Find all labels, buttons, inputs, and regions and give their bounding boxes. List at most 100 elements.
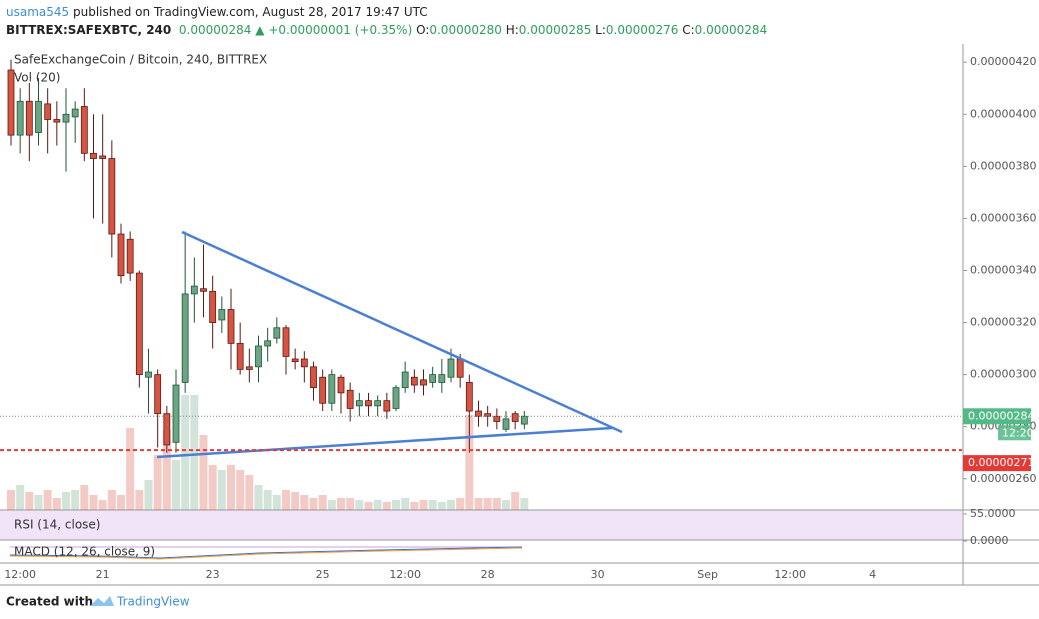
volume-bar [245,475,254,510]
candle-body [218,309,226,321]
volume-bar [502,500,510,510]
candle-body [163,413,171,446]
volume-bar [364,502,373,510]
ohlc-value: 0.00000284 [694,23,768,37]
volume-bar [153,455,162,510]
candle-body [44,103,52,120]
volume-bar [437,502,446,510]
ohlc: O:0.00000280 H:0.00000285 L:0.00000276 C… [416,23,767,37]
ohlc-key: L: [595,23,606,37]
ohlc-value: 0.00000276 [605,23,679,37]
candle-body [35,100,42,133]
volume-bar [492,498,501,510]
ohlc-value: 0.00000285 [518,23,592,37]
volume-bar [117,495,125,510]
volume-bar [327,500,336,510]
volume-bar [135,490,144,510]
volume-bar [7,490,15,510]
ohlc-key: C: [682,23,695,37]
volume-bar [355,500,364,510]
rsi-band [0,510,962,540]
logo[interactable] [90,596,114,606]
volume-bar [447,500,455,510]
signal-line [9,547,523,560]
volume-bar [465,415,474,510]
trend-line[interactable] [181,230,623,434]
candle-body [282,327,290,357]
candle-body [227,309,235,344]
macd-line [9,546,523,559]
volume-bar [382,502,391,510]
y-tick-label: 0.00000360 [970,211,1036,224]
candle-body [108,158,116,235]
volume-bar [172,460,180,510]
ohlc-key: O: [416,23,430,37]
volume-bar [43,490,52,510]
volume-bar [456,498,465,510]
candle-body [520,415,528,425]
header-line-1: usama545 published on TradingView.com, A… [6,3,767,21]
trend-line[interactable] [156,426,613,459]
volume-bar [52,498,61,510]
candle-body [328,374,336,404]
last: 0.00000284 [178,23,252,37]
y-tick-label: 0.00000420 [970,55,1036,68]
volume-bar [401,498,410,510]
candle-body [190,285,198,295]
candle-body [365,400,372,407]
user[interactable]: usama545 [6,5,70,19]
last-price-box [963,408,1031,425]
volume-bar [62,492,70,510]
x-tick-label: Sep [697,568,718,581]
ohlc-value: 0.00000280 [429,23,502,37]
y-tick-label: 0.00000380 [970,159,1036,172]
brand[interactable]: TradingView [116,595,190,609]
volume-bar [392,500,400,510]
volume-bar [337,498,345,510]
candle-body [145,371,152,378]
candle-body [438,374,446,383]
published: published on TradingView.com, August 28,… [73,5,428,19]
x-tick-label: 30 [591,568,605,581]
volume-bar [199,435,208,510]
candle-body [401,371,409,389]
volume-bar [511,492,520,510]
volume-bar [291,492,300,510]
x-tick-label: 25 [316,568,330,581]
candle-body [310,366,317,389]
candle-body [245,366,253,370]
ohlc-key: H: [505,23,519,37]
x-tick-label: 12:00 [4,568,36,581]
volume-bar [419,500,428,510]
y-tick-label: 0.00000300 [970,368,1036,381]
hline-label: 0.00000271 [968,456,1034,469]
candle-body [291,358,299,363]
created-with: Created with [6,595,93,609]
candle-body [355,400,363,407]
candle-body [475,410,482,417]
candle-body [126,238,134,274]
candle-body [53,119,61,123]
candle-body [410,376,418,386]
candle-body [90,152,97,159]
candle-body [465,382,473,412]
candle-body [200,288,207,292]
candle-body [236,342,244,370]
candle-body [25,100,33,136]
volume-bar [428,500,437,510]
x-tick-label: 23 [206,568,220,581]
indicator-name: RSI (14, close) [14,518,100,532]
volume-bar [107,490,116,510]
candle-body [209,290,217,323]
candle-body [447,358,455,378]
volume-bar [162,430,171,510]
candle-body [172,384,180,443]
candle-body [16,100,24,136]
volume-bar [318,495,327,510]
volume-bar [34,495,43,510]
x-tick-label: 28 [481,568,495,581]
volume-bar [16,485,25,510]
candle-body [456,358,464,378]
volume-bar [217,470,226,510]
